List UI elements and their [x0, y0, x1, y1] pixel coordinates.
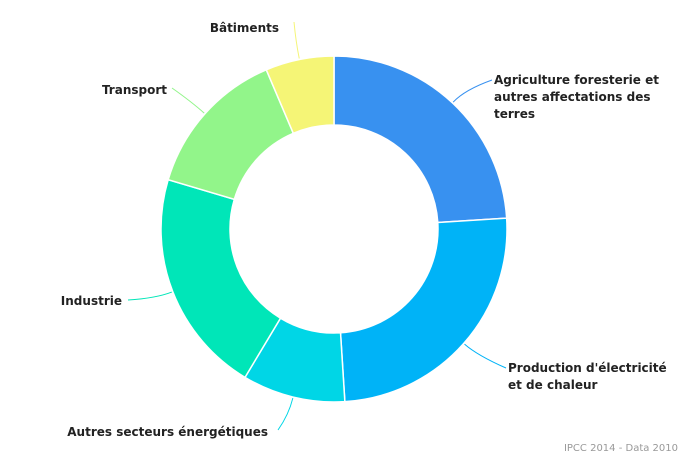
slice-labels: Agriculture foresterie et autres affectat… [61, 21, 667, 439]
donut-slice-4[interactable] [160, 178, 282, 379]
donut-slice-6[interactable] [265, 55, 335, 135]
donut-slice-1[interactable] [333, 55, 508, 224]
connector-line-5 [171, 87, 205, 114]
connector-line-3 [277, 397, 294, 431]
chart-credit: IPCC 2014 - Data 2010 [563, 443, 678, 454]
slice-label-4: Industrie [61, 294, 122, 308]
connector-line-2 [464, 343, 507, 369]
label-connectors [127, 21, 507, 431]
connector-line-6 [293, 21, 300, 59]
slice-label-1: Agriculture foresterie et autres affectat… [494, 73, 659, 121]
donut-slice-2[interactable] [339, 217, 508, 403]
slice-label-5: Transport [102, 83, 167, 97]
connector-line-4 [127, 291, 173, 301]
slice-label-3: Autres secteurs énergétiques [67, 425, 268, 439]
slice-label-6: Bâtiments [210, 21, 279, 35]
donut-slices [160, 55, 508, 403]
slice-label-2: Production d'électricité et de chaleur [508, 361, 667, 392]
connector-line-1 [452, 79, 493, 103]
